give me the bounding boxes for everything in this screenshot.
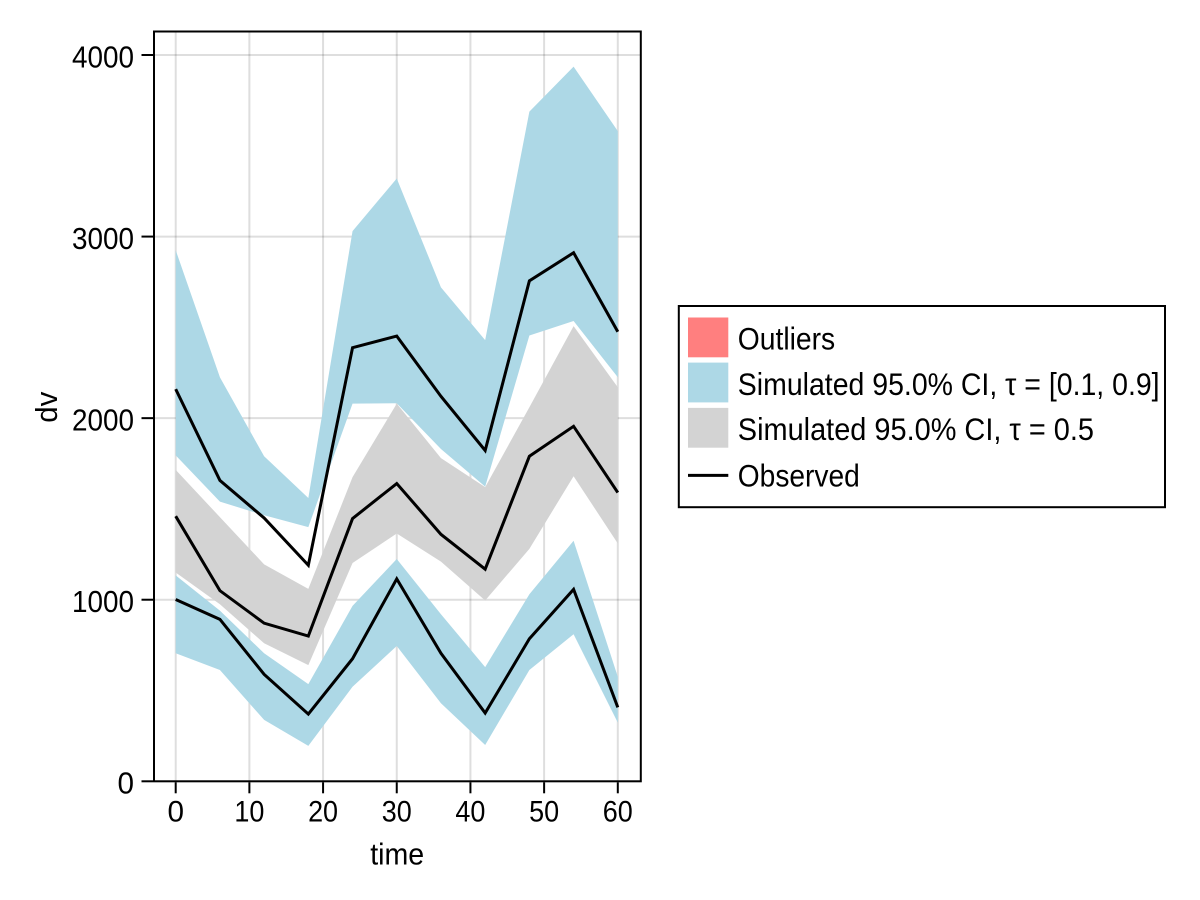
svg-text:time: time [370, 838, 424, 872]
svg-text:dv: dv [30, 391, 64, 423]
svg-text:40: 40 [455, 795, 485, 828]
svg-text:2000: 2000 [72, 402, 134, 437]
svg-text:20: 20 [308, 795, 338, 828]
svg-text:Observed: Observed [738, 457, 860, 493]
svg-text:60: 60 [603, 795, 633, 828]
svg-text:4000: 4000 [72, 39, 134, 74]
svg-text:50: 50 [529, 795, 559, 828]
svg-text:1000: 1000 [72, 584, 134, 619]
svg-text:0: 0 [118, 766, 135, 801]
svg-text:30: 30 [382, 795, 412, 828]
svg-text:Simulated 95.0% CI, τ = [0.1,: Simulated 95.0% CI, τ = [0.1, 0.9] [738, 366, 1160, 402]
svg-text:10: 10 [234, 795, 264, 828]
svg-text:Simulated 95.0% CI, τ = 0.5: Simulated 95.0% CI, τ = 0.5 [738, 411, 1094, 447]
svg-text:0: 0 [167, 795, 184, 828]
svg-text:Outliers: Outliers [738, 320, 835, 356]
svg-text:3000: 3000 [72, 221, 134, 256]
